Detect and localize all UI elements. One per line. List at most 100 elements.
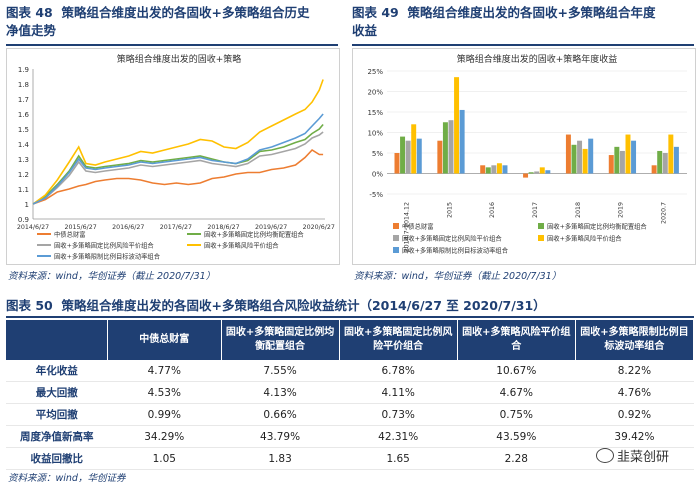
bar [405,140,411,174]
bar [545,170,551,174]
legend-label: 固收+多策略固定比例风险平价组合 [402,234,502,243]
table-cell: 7.55% [221,360,340,382]
x-tick-label: 2020.7 [661,202,668,224]
y-tick-label: 1.5 [18,126,29,134]
table-cell: 1.65 [339,447,458,470]
fig48-number: 图表 48 [6,5,53,20]
bar [608,155,614,174]
table-cell: 42.31% [339,425,458,448]
legend-label: 固收+多策略固定比例风险平价组合 [54,241,154,250]
fig50-title: 图表 50 策略组合维度出发的各固收+多策略组合风险收益统计（2014/6/27… [6,297,696,315]
y-tick-label: 1.4 [18,141,30,149]
bar [437,140,443,174]
fig49-number: 图表 49 [352,5,399,20]
table-cell: 43.79% [221,425,340,448]
bar [394,153,400,174]
y-tick-label: 5% [372,150,383,158]
fig49-rule [352,44,694,46]
series-line [32,113,324,205]
risk-return-table: 中债总财富 固收+多策略固定比例均衡配置组合 固收+多策略固定比例风险平价组合 … [6,320,695,470]
legend-label: 固收+多策略限制比例目标波动率组合 [402,246,509,255]
bar [411,124,417,174]
table-header-cell: 固收+多策略固定比例风险平价组合 [339,320,458,360]
bar [459,109,465,174]
x-tick-label: 2016/6/27 [112,224,144,231]
table-cell: 4.11% [339,381,458,404]
fig50-title-text: 策略组合维度出发的各固收+多策略组合风险收益统计（2014/6/27 至 202… [61,298,546,313]
bar [528,172,534,174]
table-row-label: 收益回撤比 [6,447,108,470]
x-tick-label: 2014/6/27 [17,224,49,231]
y-tick-label: 15% [367,109,383,117]
series-line [32,123,324,205]
table-row: 平均回撤 0.99% 0.66% 0.73% 0.75% 0.92% [6,403,694,426]
bar [582,148,588,174]
y-tick-label: 20% [367,89,383,97]
bar [416,138,422,174]
table-row: 收益回撤比 1.05 1.83 1.65 2.28 [6,447,694,470]
y-tick-label: 25% [367,68,383,76]
bar [614,146,620,174]
fig49-title-line1: 策略组合维度出发的各固收+多策略组合年度 [407,5,656,20]
legend-label: 固收+多策略限制比例目标波动率组合 [54,252,161,261]
y-tick-label: 1.3 [18,156,29,164]
y-tick-label: 1.2 [18,171,29,179]
fig50-source: 资料来源：wind，华创证券 [8,473,126,484]
bar [454,77,460,174]
bar [619,150,625,174]
fig49-title-line2: 收益 [352,23,378,38]
y-tick-label: 1.6 [18,111,30,119]
watermark: 韭菜创研 [596,446,669,465]
series-line [32,148,324,205]
table-row-label: 最大回撤 [6,381,108,404]
legend-swatch [393,223,399,229]
table-cell: 0.99% [107,403,222,426]
table-header-cell [6,320,109,360]
bar [651,165,657,174]
bar [523,173,529,178]
bar [485,167,491,174]
fig48-source: 资料来源：wind，华创证券（截止 2020/7/31） [8,271,216,282]
y-tick-label: 1.1 [18,186,29,194]
bar [625,134,631,174]
bar [577,140,583,174]
table-row: 年化收益 4.77% 7.55% 6.78% 10.67% 8.22% [6,360,694,382]
bar [571,144,577,174]
table-cell: 2.28 [457,447,576,470]
legend-label: 中债总财富 [402,222,433,231]
y-tick-label: 0% [372,171,383,179]
legend-label: 中债总财富 [54,230,85,239]
x-tick-label: 2015/6/27 [64,224,96,231]
series-line [32,79,324,205]
x-tick-label: 2015 [446,202,453,218]
bar [534,171,540,174]
table-cell: 4.67% [457,381,576,404]
bar [400,136,406,174]
table-header-cell: 固收+多策略风险平价组合 [457,320,576,360]
table-cell: 43.59% [457,425,576,448]
y-tick-label: 1.9 [18,66,29,74]
fig48-title-line1: 策略组合维度出发的各固收+多策略组合历史 [61,5,310,20]
bar [631,140,637,174]
table-cell: 8.22% [575,360,694,382]
y-tick-label: -5% [369,191,383,199]
x-tick-label: 2019 [618,202,625,218]
x-tick-label: 2018/6/27 [207,224,239,231]
table-cell: 6.78% [339,360,458,382]
watermark-text: 韭菜创研 [617,450,670,465]
fig48-title-line2: 净值走势 [6,23,57,38]
table-row-label: 平均回撤 [6,403,108,426]
y-tick-label: 1.8 [18,81,29,89]
bar [539,167,545,174]
bar-chart-panel: 策略组合维度出发的固收+策略年度收益 -5% 0% 5% 10% 15% 20% 25% 201… [352,48,696,265]
x-tick-label: 2017 [532,202,539,218]
fig49-source: 资料来源：wind，华创证券（截止 2020/7/31） [354,271,562,282]
legend-swatch [538,235,544,241]
table-row: 周度净值新高率 34.29% 43.79% 42.31% 43.59% 39.4… [6,425,694,448]
table-cell: 4.53% [107,381,222,404]
table-header-row: 中债总财富 固收+多策略固定比例均衡配置组合 固收+多策略固定比例风险平价组合 … [6,320,695,360]
bar [662,153,668,174]
table-cell: 0.75% [457,403,576,426]
legend-label: 固收+多策略固定比例均衡配置组合 [204,230,304,239]
bar [496,163,502,174]
